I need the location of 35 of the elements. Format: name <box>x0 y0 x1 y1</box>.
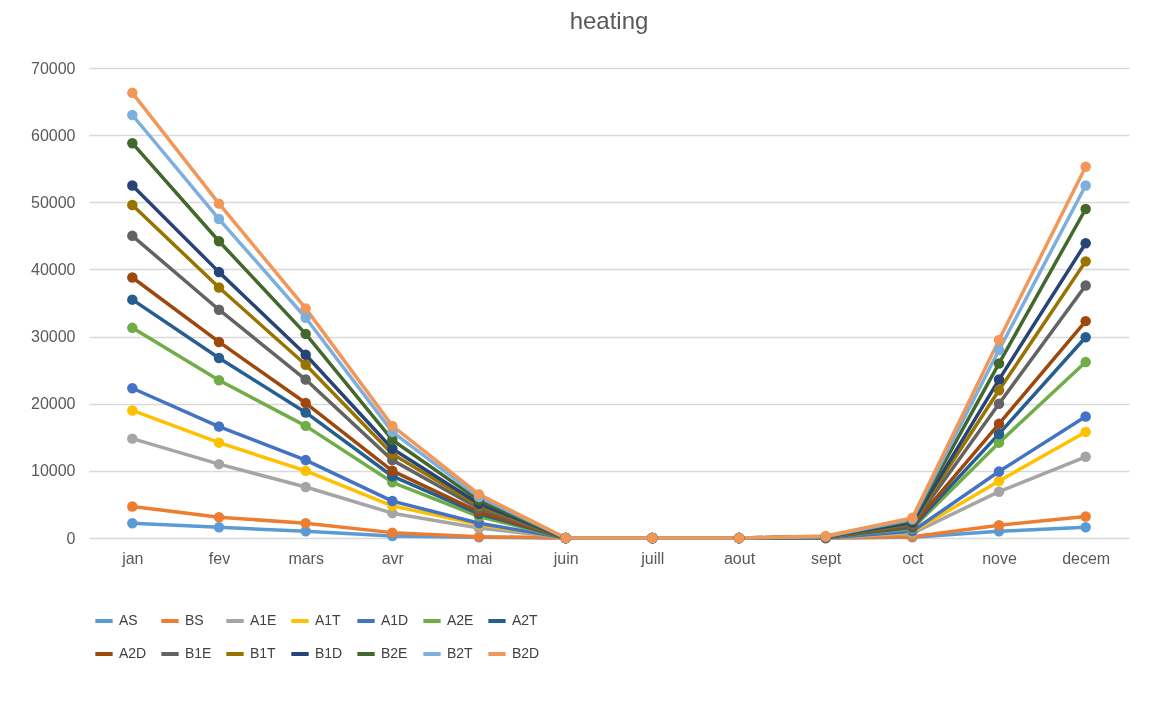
legend-label: A2E <box>447 612 474 628</box>
x-tick-label: juin <box>552 549 579 567</box>
legend-label: B1D <box>315 645 343 661</box>
x-tick-label: oct <box>902 549 925 567</box>
legend-label: A1E <box>250 612 277 628</box>
x-tick-label: jan <box>121 549 144 567</box>
legend-label: BS <box>185 612 204 628</box>
legend-label: A1D <box>381 612 409 628</box>
legend-label: AS <box>119 612 138 628</box>
x-tick-label: mai <box>466 549 493 567</box>
x-tick-label: aout <box>723 549 756 567</box>
x-tick-label: avr <box>381 549 405 567</box>
legend-label: A2T <box>512 612 539 628</box>
x-tick-label: sept <box>811 549 842 567</box>
chart-title: heating <box>569 7 649 34</box>
y-tick-label: 20000 <box>31 395 76 413</box>
y-tick-label: 50000 <box>31 193 76 211</box>
y-tick-label: 10000 <box>31 462 76 480</box>
legend-label: B1T <box>250 645 277 661</box>
y-tick-label: 60000 <box>31 126 76 144</box>
legend-label: B1E <box>185 645 212 661</box>
y-tick-label: 0 <box>66 529 76 547</box>
y-tick-label: 40000 <box>31 260 76 278</box>
legend-label: A1T <box>315 612 342 628</box>
y-tick-label: 70000 <box>31 59 76 77</box>
legend-label: B2E <box>381 645 408 661</box>
x-tick-label: mars <box>288 549 324 567</box>
y-tick-label: 30000 <box>31 328 76 346</box>
x-tick-label: juill <box>640 549 665 567</box>
legend-label: B2D <box>512 645 540 661</box>
x-tick-label: decem <box>1062 549 1111 567</box>
x-tick-label: nove <box>982 549 1017 567</box>
legend-label: B2T <box>447 645 474 661</box>
x-tick-label: fev <box>208 549 231 567</box>
legend-label: A2D <box>119 645 147 661</box>
